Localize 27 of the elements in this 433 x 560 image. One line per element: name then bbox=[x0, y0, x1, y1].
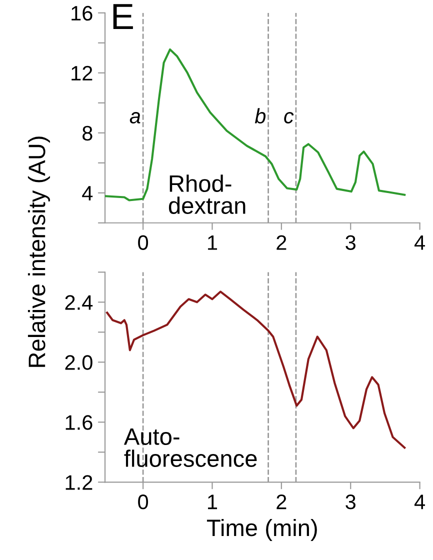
x-tick-label: 1 bbox=[208, 494, 218, 510]
ref-line-label: a bbox=[130, 112, 140, 124]
y-tick-label: 1.6 bbox=[66, 415, 92, 430]
y-tick-label: 2.0 bbox=[65, 355, 92, 370]
y-tick-label: 12 bbox=[72, 66, 92, 80]
y-tick-label: 8 bbox=[82, 126, 92, 141]
ref-line-label: c bbox=[284, 112, 294, 124]
x-tick-label: 0 bbox=[138, 235, 148, 250]
x-tick-label: 3 bbox=[346, 235, 356, 250]
ref-line-label: b bbox=[254, 108, 266, 124]
x-tick-label: 1 bbox=[208, 235, 218, 250]
x-tick-label: 4 bbox=[414, 235, 425, 250]
x-tick-label: 4 bbox=[414, 494, 425, 510]
y-tick-label: 1.2 bbox=[66, 475, 92, 490]
y-tick-label: 4 bbox=[82, 186, 93, 200]
x-tick-label: 3 bbox=[346, 494, 356, 510]
line-series bbox=[106, 290, 406, 449]
y-tick-label: 2.4 bbox=[65, 295, 93, 310]
annotation: E bbox=[113, 4, 133, 29]
x-tick-label: 2 bbox=[276, 235, 286, 250]
y-axis-title: Relative intensity (AU) bbox=[28, 136, 50, 367]
annotation: Auto- fluorescence bbox=[124, 428, 257, 467]
x-axis-title: Time (min) bbox=[206, 518, 317, 541]
annotation: Rhod- dextran bbox=[168, 174, 246, 214]
x-tick-label: 0 bbox=[138, 494, 148, 510]
x-tick-label: 2 bbox=[276, 494, 286, 510]
y-tick-label: 16 bbox=[72, 6, 92, 21]
